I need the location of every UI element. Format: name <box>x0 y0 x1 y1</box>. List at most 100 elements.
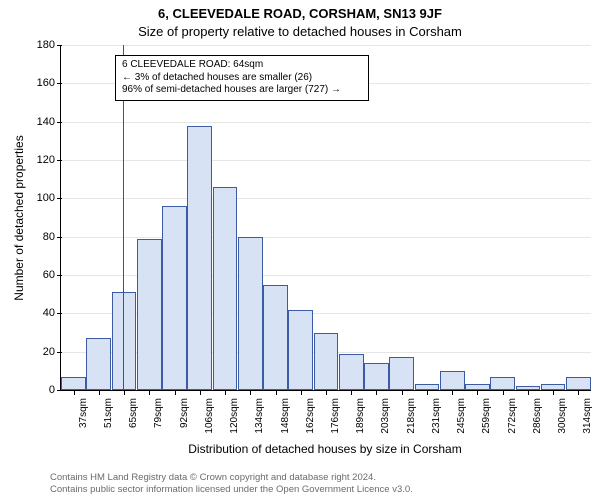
x-tick-mark <box>276 390 277 395</box>
x-tick-mark <box>175 390 176 395</box>
x-tick-mark <box>578 390 579 395</box>
x-tick-mark <box>477 390 478 395</box>
histogram-bar <box>339 354 364 390</box>
x-tick-label: 162sqm <box>305 398 316 434</box>
x-tick-label: 176sqm <box>330 398 341 434</box>
histogram-bar <box>415 384 440 390</box>
y-tick-label: 100 <box>37 192 61 204</box>
histogram-bar <box>86 338 111 390</box>
histogram-bar <box>187 126 212 391</box>
histogram-bar <box>61 377 86 390</box>
x-tick-mark <box>553 390 554 395</box>
histogram-bar <box>263 285 288 390</box>
histogram-bar <box>364 363 389 390</box>
x-tick-label: 203sqm <box>380 398 391 434</box>
x-tick-mark <box>149 390 150 395</box>
histogram-bar <box>314 333 339 391</box>
annotation-layer: 6 CLEEVEDALE ROAD: 64sqm ← 3% of detache… <box>61 45 591 390</box>
gridline <box>61 83 591 84</box>
histogram-bar <box>566 377 591 390</box>
histogram-bar <box>162 206 187 390</box>
y-tick-label: 180 <box>37 39 61 51</box>
x-tick-label: 79sqm <box>153 398 164 428</box>
x-tick-label: 231sqm <box>431 398 442 434</box>
annotation-line-1: 6 CLEEVEDALE ROAD: 64sqm <box>122 59 362 72</box>
attribution-footer: Contains HM Land Registry data © Crown c… <box>50 472 590 496</box>
gridline <box>61 275 591 276</box>
y-ticks: 020406080100120140160180 <box>61 45 591 390</box>
x-tick-label: 65sqm <box>128 398 139 428</box>
x-tick-label: 189sqm <box>355 398 366 434</box>
y-tick-label: 160 <box>37 77 61 89</box>
x-tick-mark <box>124 390 125 395</box>
x-tick-mark <box>74 390 75 395</box>
x-tick-mark <box>99 390 100 395</box>
x-tick-label: 300sqm <box>557 398 568 434</box>
gridline <box>61 160 591 161</box>
x-tick-mark <box>200 390 201 395</box>
annotation-line-3: 96% of semi-detached houses are larger (… <box>122 84 362 97</box>
histogram-bar <box>541 384 566 390</box>
x-tick-mark <box>250 390 251 395</box>
footer-line-2: Contains public sector information licen… <box>50 484 590 496</box>
histogram-bar <box>490 377 515 390</box>
histogram-bar <box>440 371 465 390</box>
gridline <box>61 122 591 123</box>
x-tick-label: 314sqm <box>582 398 593 434</box>
y-tick-label: 120 <box>37 154 61 166</box>
sub-title: Size of property relative to detached ho… <box>0 24 600 39</box>
x-tick-mark <box>301 390 302 395</box>
gridline <box>61 198 591 199</box>
x-tick-label: 259sqm <box>481 398 492 434</box>
histogram-bar <box>137 239 162 390</box>
histogram-bar <box>213 187 238 390</box>
x-tick-label: 148sqm <box>280 398 291 434</box>
annotation-line-2: ← 3% of detached houses are smaller (26) <box>122 72 362 85</box>
x-tick-mark <box>528 390 529 395</box>
x-tick-label: 245sqm <box>456 398 467 434</box>
histogram-bar <box>516 386 541 390</box>
x-tick-mark <box>402 390 403 395</box>
x-tick-label: 218sqm <box>406 398 417 434</box>
x-tick-label: 37sqm <box>78 398 89 428</box>
y-tick-label: 140 <box>37 116 61 128</box>
histogram-bar <box>465 384 490 390</box>
x-tick-mark <box>427 390 428 395</box>
y-tick-label: 40 <box>43 307 61 319</box>
gridlines <box>61 45 591 390</box>
x-ticks: 37sqm51sqm65sqm79sqm92sqm106sqm120sqm134… <box>61 45 591 390</box>
x-axis-label: Distribution of detached houses by size … <box>60 442 590 456</box>
histogram-bar <box>112 292 137 390</box>
x-tick-mark <box>326 390 327 395</box>
x-tick-mark <box>452 390 453 395</box>
annotation-box: 6 CLEEVEDALE ROAD: 64sqm ← 3% of detache… <box>115 55 369 101</box>
bars <box>61 45 591 390</box>
x-tick-label: 92sqm <box>179 398 190 428</box>
y-tick-label: 60 <box>43 269 61 281</box>
x-tick-label: 106sqm <box>204 398 215 434</box>
gridline <box>61 45 591 46</box>
histogram-bar <box>389 357 414 390</box>
y-tick-label: 80 <box>43 231 61 243</box>
x-tick-mark <box>351 390 352 395</box>
x-tick-label: 286sqm <box>532 398 543 434</box>
histogram-bar <box>288 310 313 391</box>
y-axis-label-container: Number of detached properties <box>12 45 26 390</box>
y-tick-label: 20 <box>43 346 61 358</box>
x-tick-label: 272sqm <box>507 398 518 434</box>
reference-line <box>123 45 124 390</box>
histogram-bar <box>238 237 263 390</box>
x-tick-label: 120sqm <box>229 398 240 434</box>
y-axis-label: Number of detached properties <box>12 135 26 300</box>
gridline <box>61 352 591 353</box>
x-tick-mark <box>376 390 377 395</box>
histogram-plot: 020406080100120140160180 37sqm51sqm65sqm… <box>60 45 591 391</box>
footer-line-1: Contains HM Land Registry data © Crown c… <box>50 472 590 484</box>
y-tick-label: 0 <box>49 384 61 396</box>
x-tick-label: 134sqm <box>254 398 265 434</box>
marker-line-layer <box>61 45 591 390</box>
x-tick-mark <box>225 390 226 395</box>
gridline <box>61 313 591 314</box>
x-tick-mark <box>503 390 504 395</box>
gridline <box>61 237 591 238</box>
